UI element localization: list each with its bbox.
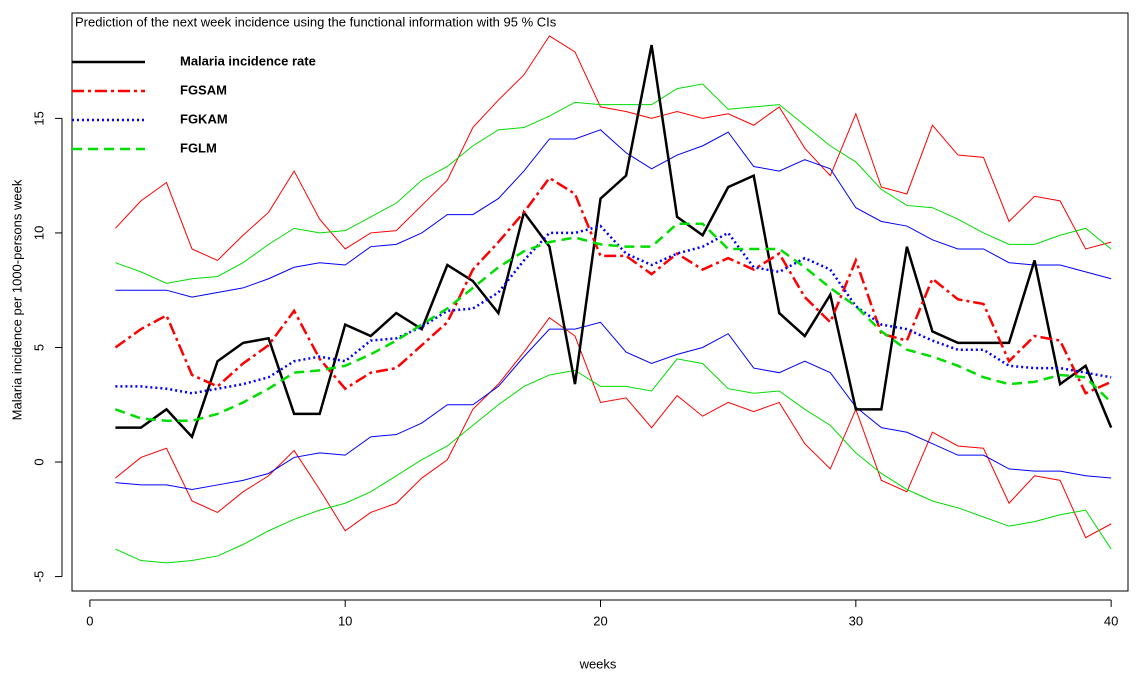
y-axis-label: Malaria incidence per 1000-persons week bbox=[9, 179, 24, 420]
ci-lower-line bbox=[115, 316, 1112, 539]
legend-label: FGKAM bbox=[180, 111, 228, 126]
x-tick-label: 40 bbox=[1104, 613, 1118, 628]
y-tick-label: 15 bbox=[31, 111, 46, 125]
chart-title: Prediction of the next week incidence us… bbox=[75, 14, 557, 29]
ci-lower-line bbox=[115, 358, 1112, 564]
x-tick-label: 20 bbox=[593, 613, 607, 628]
ci-upper-line bbox=[115, 129, 1112, 298]
y-tick-label: 0 bbox=[31, 458, 46, 465]
x-tick-label: 30 bbox=[849, 613, 863, 628]
y-tick-label: -5 bbox=[31, 571, 46, 583]
x-tick-label: 10 bbox=[338, 613, 352, 628]
series-line bbox=[115, 224, 1112, 395]
legend-label: FGSAM bbox=[180, 82, 227, 97]
plot-frame bbox=[71, 12, 1129, 592]
series-line bbox=[114, 176, 1112, 395]
x-axis-label: weeks bbox=[579, 656, 617, 671]
ci-upper-line bbox=[115, 35, 1112, 262]
legend-label: Malaria incidence rate bbox=[180, 53, 316, 68]
y-tick-label: 10 bbox=[31, 226, 46, 240]
series-line bbox=[115, 44, 1113, 440]
x-tick-label: 0 bbox=[86, 613, 93, 628]
legend-label: FGLM bbox=[180, 140, 217, 155]
ci-lower-line bbox=[115, 321, 1112, 491]
y-tick-label: 5 bbox=[31, 344, 46, 351]
ci-upper-line bbox=[115, 83, 1112, 284]
series-line bbox=[114, 222, 1113, 423]
